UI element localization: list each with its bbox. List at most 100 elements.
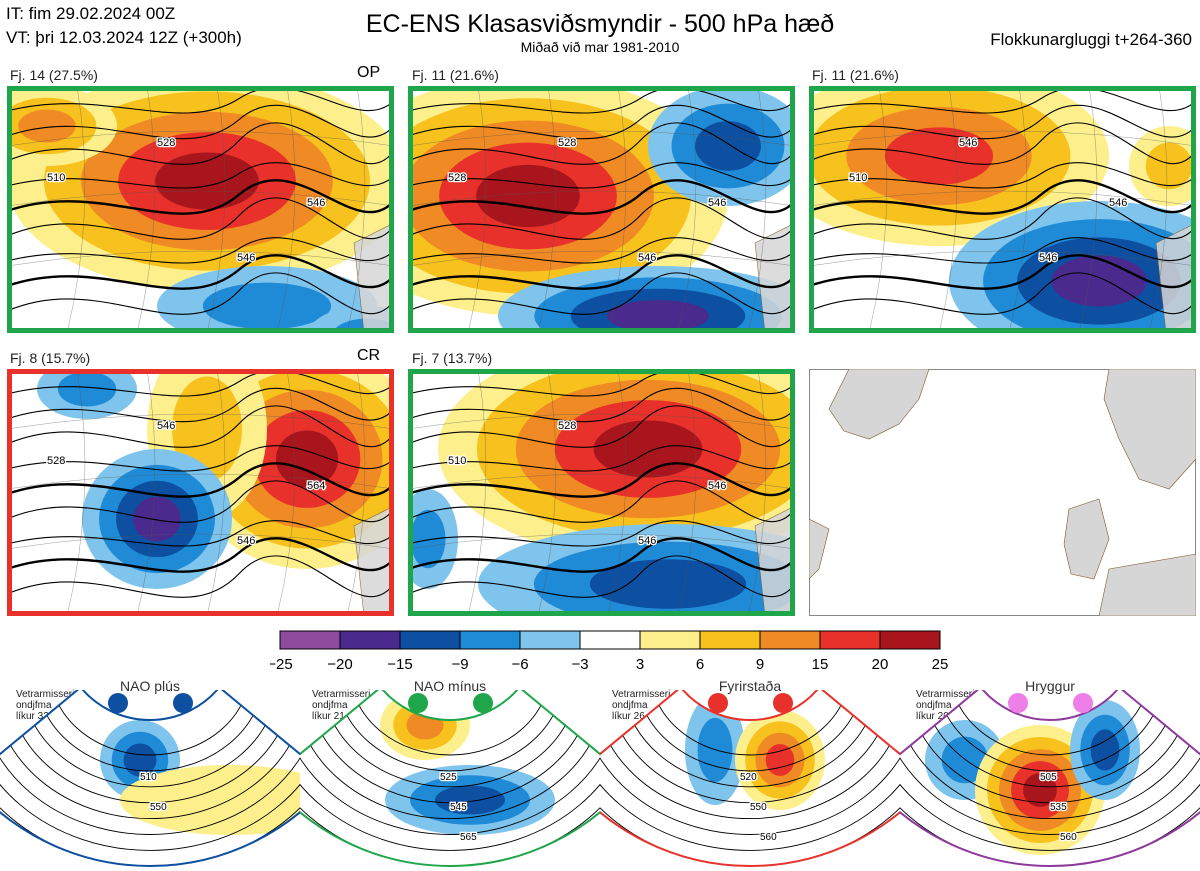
grid-line xyxy=(206,86,226,333)
height-contour xyxy=(7,537,394,573)
height-contour xyxy=(809,237,1196,264)
colorbar-swatch xyxy=(879,630,941,650)
anomaly-shading xyxy=(695,121,761,171)
anomaly-field: 510 528 546 546 xyxy=(408,369,795,616)
regime-4-season: Vetrarmisseri xyxy=(916,689,975,700)
regime-1-probability: líkur 32,3% xyxy=(16,711,67,722)
europe-land xyxy=(1098,553,1196,616)
cluster-4-label: Fj. 8 (15.7%) xyxy=(10,350,91,366)
grid-line xyxy=(7,190,394,207)
grid-line xyxy=(607,86,627,333)
height-contour xyxy=(408,405,795,448)
height-contour xyxy=(7,104,394,140)
height-contour xyxy=(408,87,795,114)
regime-contour xyxy=(907,690,1193,804)
contour-label: 546 xyxy=(708,480,726,492)
grid-line xyxy=(938,86,958,333)
anomaly-shading xyxy=(133,496,181,542)
regime-contour-label: 550 xyxy=(750,802,767,813)
height-contour xyxy=(7,520,394,547)
height-contour xyxy=(408,237,795,264)
grid-line xyxy=(1078,86,1098,333)
anomaly-shading xyxy=(202,282,332,330)
grid-line xyxy=(206,369,226,616)
regime-contour xyxy=(0,693,300,851)
height-contour xyxy=(7,162,394,189)
land-mass xyxy=(353,505,394,616)
anomaly-field: 510 546 546 546 xyxy=(809,86,1196,333)
height-contour xyxy=(408,162,795,189)
regime-contour-label: 525 xyxy=(440,772,457,783)
classification-window: Flokkunargluggi t+264-360 xyxy=(990,30,1192,49)
colorbar-tick: 9 xyxy=(756,656,764,673)
grid-line xyxy=(408,473,795,490)
grid-line xyxy=(467,86,487,333)
height-contour xyxy=(7,87,394,114)
regime-1-months: ondjfma xyxy=(16,700,52,711)
regime-field: 520 550 560 xyxy=(600,690,900,866)
contour-label: 528 xyxy=(448,172,466,184)
regime-outline xyxy=(600,690,900,867)
contour-label: 510 xyxy=(849,172,867,184)
regime-anomaly xyxy=(406,710,444,740)
contour-label: 510 xyxy=(448,455,466,467)
height-contour xyxy=(408,462,795,498)
anomaly-shading xyxy=(589,559,747,609)
init-time: IT: fim 29.02.2024 00Z xyxy=(6,4,176,23)
grid-line xyxy=(66,86,86,333)
regime-contour xyxy=(600,690,900,835)
regime-contour xyxy=(321,690,579,788)
anomaly-shading xyxy=(172,376,242,482)
contour-label: 510 xyxy=(47,172,65,184)
anomaly-shading xyxy=(155,152,259,210)
colorbar: −25 −20 −15 −9 −6 −3 3 6 9 15 20 25 xyxy=(267,630,960,680)
regime-contour-label: 550 xyxy=(150,802,167,813)
contour-label: 546 xyxy=(1039,252,1057,264)
regime-contour xyxy=(600,693,900,851)
regime-anomaly xyxy=(1090,729,1120,771)
cluster-2-label: Fj. 11 (21.6%) xyxy=(412,67,499,83)
height-contour xyxy=(809,197,1196,240)
regime-contour-label: 510 xyxy=(140,772,157,783)
panel-border xyxy=(7,86,394,333)
grid-line xyxy=(346,86,366,333)
contour-label: 546 xyxy=(708,197,726,209)
colorbar-tick: −20 xyxy=(327,656,352,673)
grid-line xyxy=(467,369,487,616)
scandinavia-land xyxy=(1103,369,1196,490)
regime-contour xyxy=(335,690,565,772)
greenland-land xyxy=(828,369,930,440)
regime-contour-label: 560 xyxy=(760,832,777,843)
height-contour xyxy=(408,197,795,240)
regime-3-season: Vetrarmisseri xyxy=(612,689,671,700)
contour-label: 546 xyxy=(307,197,325,209)
anomaly-shading xyxy=(57,371,117,407)
height-contour xyxy=(809,254,1196,290)
height-contour xyxy=(7,197,394,240)
page-title: EC-ENS Klasasviðsmyndir - 500 hPa hæð xyxy=(365,10,835,38)
grid-line xyxy=(868,86,888,333)
colorbar-tick: 20 xyxy=(872,656,889,673)
regime-contour xyxy=(900,690,1200,820)
height-contour xyxy=(7,462,394,498)
height-contour xyxy=(408,370,795,397)
grid-line xyxy=(136,86,156,333)
regime-contour xyxy=(0,690,300,820)
colorbar-swatch xyxy=(459,630,521,650)
regime-contour-label: 545 xyxy=(450,802,467,813)
colorbar-swatch xyxy=(699,630,761,650)
cluster-3-map: 510 546 546 546 xyxy=(809,86,1196,333)
colorbar-tick: −3 xyxy=(571,656,588,673)
regime-contour xyxy=(0,690,300,835)
regime-4-probability: líkur 20,2% xyxy=(916,711,967,722)
height-contour xyxy=(408,555,795,598)
grid-line xyxy=(276,86,296,333)
regime-marker-dot xyxy=(173,693,193,713)
regime-contour xyxy=(921,690,1179,788)
regime-contour xyxy=(900,690,1200,835)
regime-2-probability: líkur 21,4% xyxy=(312,711,363,722)
height-contour xyxy=(7,405,394,448)
colorbar-tick: 15 xyxy=(812,656,829,673)
regime-anomaly xyxy=(765,744,795,776)
colorbar-swatch xyxy=(279,630,341,650)
